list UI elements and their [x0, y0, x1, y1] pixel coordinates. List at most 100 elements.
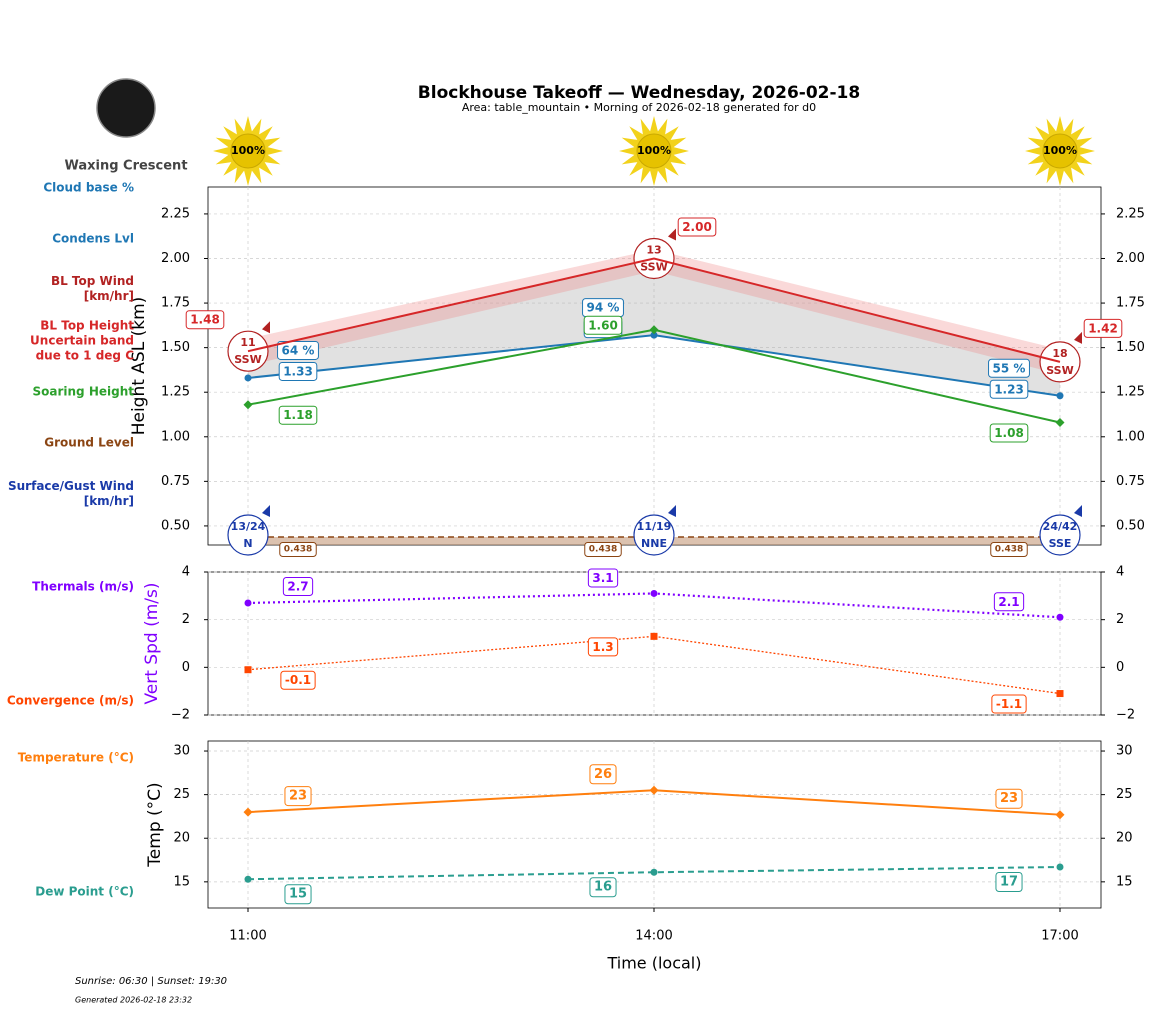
y-tick-label: 1.75: [161, 296, 190, 311]
data-label: 16: [594, 880, 612, 895]
wind-direction: N: [243, 537, 252, 550]
x-axis-label: Time (local): [606, 954, 701, 973]
y-tick-label: 0.75: [161, 474, 190, 489]
y-tick-label: 30: [173, 744, 190, 759]
y-tick-label: 2.25: [1116, 206, 1145, 221]
uncertainty-band: [248, 249, 1060, 375]
label-box: [991, 694, 1027, 714]
marker: [649, 785, 659, 795]
marker: [1056, 392, 1064, 400]
y-tick-label: 2.25: [161, 206, 190, 221]
label-box: [584, 541, 622, 557]
legend-entry: Convergence (m/s): [6, 693, 134, 708]
label-box: [185, 310, 225, 330]
y-tick-label: 0.75: [1116, 474, 1145, 489]
wind-speed: 11: [240, 336, 255, 349]
y-axis-label: Height ASL (km): [129, 297, 149, 436]
label-box: [278, 361, 318, 381]
chart-title: Blockhouse Takeoff — Wednesday, 2026-02-…: [418, 83, 860, 103]
y-tick-label: 0: [1116, 660, 1124, 675]
wind-arrow: [668, 504, 676, 517]
marker: [650, 589, 658, 597]
data-label: 1.60: [588, 318, 618, 332]
data-label: 1.33: [283, 364, 313, 378]
data-label: 1.23: [994, 382, 1024, 396]
marker: [244, 374, 252, 382]
legend-entry: Dew Point (°C): [35, 884, 134, 899]
marker: [243, 400, 253, 410]
data-label: 2.00: [682, 220, 712, 234]
data-label: 23: [1000, 791, 1018, 806]
label-box: [988, 358, 1030, 378]
wind-arrow: [262, 321, 270, 334]
marker: [649, 325, 659, 335]
wind-circle: [227, 514, 269, 556]
x-tick-label: 17:00: [1041, 929, 1078, 944]
data-label: 1.3: [592, 640, 613, 654]
data-label: 0.438: [284, 544, 312, 554]
data-label: 1.18: [283, 408, 313, 422]
data-label: 1.42: [1088, 321, 1118, 335]
y-tick-label: 0.50: [1116, 518, 1145, 533]
y-tick-label: 25: [1116, 787, 1133, 802]
label-box: [989, 423, 1029, 443]
data-label: 2.7: [287, 579, 308, 593]
y-tick-label: 25: [173, 787, 190, 802]
chart-subtitle: Area: table_mountain • Morning of 2026-0…: [462, 101, 816, 114]
data-label: 1.48: [190, 313, 220, 327]
series-line: [247, 866, 1061, 881]
wind-speed: 13: [646, 243, 661, 256]
marker: [1056, 690, 1064, 698]
data-label: -1.1: [996, 697, 1022, 711]
y-tick-label: 1.50: [161, 340, 190, 355]
marker: [650, 331, 658, 339]
data-label: -0.1: [285, 673, 311, 687]
marker: [244, 875, 252, 883]
legend-entry: Surface/Gust Wind [km/hr]: [8, 479, 134, 508]
data-label: 0.438: [995, 544, 1023, 554]
label-box: [677, 217, 717, 237]
marker: [650, 632, 658, 640]
wind-speed: 24/42: [1043, 520, 1078, 533]
x-tick-label: 14:00: [635, 929, 672, 944]
legend-entry: BL Top Height Uncertain band due to 1 de…: [30, 318, 134, 363]
sun-label: 100%: [231, 144, 265, 157]
y-tick-label: 2: [1116, 612, 1124, 627]
data-label: 1.08: [994, 426, 1024, 440]
y-tick-label: 20: [173, 831, 190, 846]
marker: [1055, 418, 1065, 428]
moon-phase: Waxing Crescent: [64, 159, 187, 174]
legend-entry: Thermals (m/s): [32, 579, 134, 594]
data-label: 15: [289, 887, 307, 902]
data-label: 26: [594, 767, 612, 782]
label-box: [990, 541, 1028, 557]
wind-direction: SSE: [1049, 537, 1072, 550]
label-box: [583, 315, 623, 335]
label-box: [993, 592, 1025, 612]
legend-entry: Soaring Height: [32, 384, 135, 399]
y-tick-label: 4: [182, 565, 190, 580]
wind-arrow: [262, 504, 270, 517]
label-box: [587, 568, 619, 588]
sun-icon: [1042, 133, 1078, 169]
wind-arrow: [1074, 504, 1082, 517]
sun-icon: [230, 133, 266, 169]
generated-note: Generated 2026-02-18 23:32: [75, 996, 192, 1005]
marker: [244, 666, 252, 674]
y-tick-label: 20: [1116, 831, 1133, 846]
series-line: [247, 257, 1061, 363]
label-box: [282, 576, 314, 596]
data-label: 55 %: [993, 361, 1026, 375]
wind-circle: [633, 514, 675, 556]
y-tick-label: 2.00: [161, 251, 190, 266]
label-box: [995, 872, 1023, 893]
label-box: [277, 340, 319, 360]
y-tick-label: 1.25: [1116, 385, 1145, 400]
marker: [243, 807, 253, 817]
label-box: [284, 786, 312, 807]
y-tick-label: 4: [1116, 565, 1124, 580]
wind-arrow: [1074, 331, 1082, 344]
data-label: 0.438: [589, 544, 617, 554]
label-box: [995, 788, 1023, 809]
